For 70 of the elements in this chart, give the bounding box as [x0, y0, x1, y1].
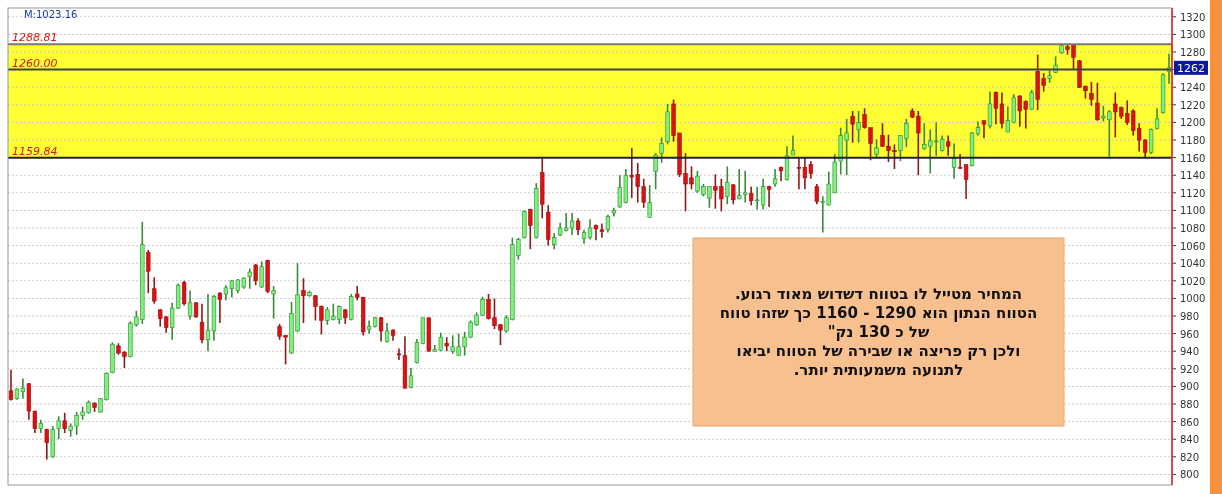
candlestick — [749, 185, 754, 206]
candlestick — [743, 170, 748, 204]
candlestick — [1095, 82, 1100, 122]
candlestick — [152, 276, 157, 305]
candlestick — [146, 249, 151, 294]
y-tick-label: 940 — [1180, 346, 1200, 358]
candlestick — [856, 110, 861, 144]
y-tick-label: 800 — [1180, 469, 1200, 481]
candlestick — [187, 289, 193, 321]
y-tick-label: 1000 — [1180, 293, 1206, 305]
candlestick — [247, 267, 252, 290]
candlestick — [181, 280, 187, 307]
candlestick — [725, 165, 730, 206]
y-tick-label: 1320 — [1180, 11, 1206, 23]
y-tick-label: 980 — [1180, 311, 1200, 323]
y-tick-label: 1200 — [1180, 117, 1206, 129]
annotation: המחיר מטייל לו בטווח דשדוש מאוד רגוע. הטווח הנתון הוא 1290 - 1160 כך שזהו טווח של כ 130 נק" ולכן רק פריצה או שבירה של הטווח יביאו לתנועה משמעותית יותר. — [719, 285, 1038, 379]
annotation: 1262 — [1177, 61, 1205, 75]
y-tick-label: 900 — [1180, 381, 1200, 393]
candlestick — [301, 277, 306, 324]
y-tick-label: 820 — [1180, 451, 1200, 463]
candlestick — [850, 110, 855, 144]
candlestick — [874, 138, 879, 159]
candlestick — [951, 142, 957, 180]
y-tick-label: 1280 — [1180, 47, 1206, 58]
candlestick — [946, 134, 951, 157]
candlestick — [349, 293, 354, 322]
y-tick-label: 1240 — [1180, 82, 1206, 94]
y-tick-label: 1020 — [1180, 275, 1206, 287]
y-tick-label: 920 — [1180, 363, 1200, 375]
ref-line-label: 1260.00 — [12, 56, 58, 70]
y-tick-label: 840 — [1180, 434, 1200, 446]
y-tick-label: 960 — [1180, 328, 1200, 340]
candlestick — [1089, 81, 1094, 107]
candlestick — [1148, 127, 1154, 155]
candlestick — [217, 291, 223, 324]
y-tick-label: 860 — [1180, 416, 1200, 428]
candlestick — [737, 168, 742, 200]
candlestick — [62, 412, 67, 434]
ref-line-label: 1159.84 — [12, 144, 58, 158]
candlestick — [56, 415, 61, 441]
candlestick — [271, 285, 276, 320]
candlestick — [528, 207, 533, 250]
y-tick-label: 1300 — [1180, 29, 1206, 41]
candlestick — [731, 183, 736, 206]
y-tick-label: 1220 — [1180, 99, 1206, 111]
candlestick — [981, 119, 987, 140]
candlestick — [647, 184, 652, 219]
y-tick-label: 1060 — [1180, 240, 1206, 252]
y-tick-label: 1140 — [1180, 170, 1206, 182]
candlestick — [778, 165, 784, 183]
ref-line-label: 1288.81 — [12, 31, 58, 45]
candlestick — [259, 260, 264, 289]
candlestick — [253, 263, 258, 287]
y-tick-label: 1040 — [1180, 258, 1206, 270]
annotation: M:1023.16 — [24, 9, 78, 20]
candlestick — [8, 368, 14, 402]
y-tick-label: 1100 — [1180, 205, 1206, 217]
candlestick — [987, 90, 993, 130]
candlestick — [659, 136, 664, 164]
y-tick-label: 1080 — [1180, 223, 1206, 235]
candlestick — [378, 316, 384, 343]
y-tick-label: 1180 — [1180, 135, 1206, 147]
candlestick — [44, 427, 49, 461]
y-tick-label: 880 — [1180, 399, 1200, 411]
candlestick — [199, 302, 205, 345]
y-tick-label: 1160 — [1180, 152, 1206, 164]
candlestick — [814, 183, 819, 206]
y-tick-label: 1120 — [1180, 187, 1206, 199]
candlestick — [653, 152, 658, 191]
